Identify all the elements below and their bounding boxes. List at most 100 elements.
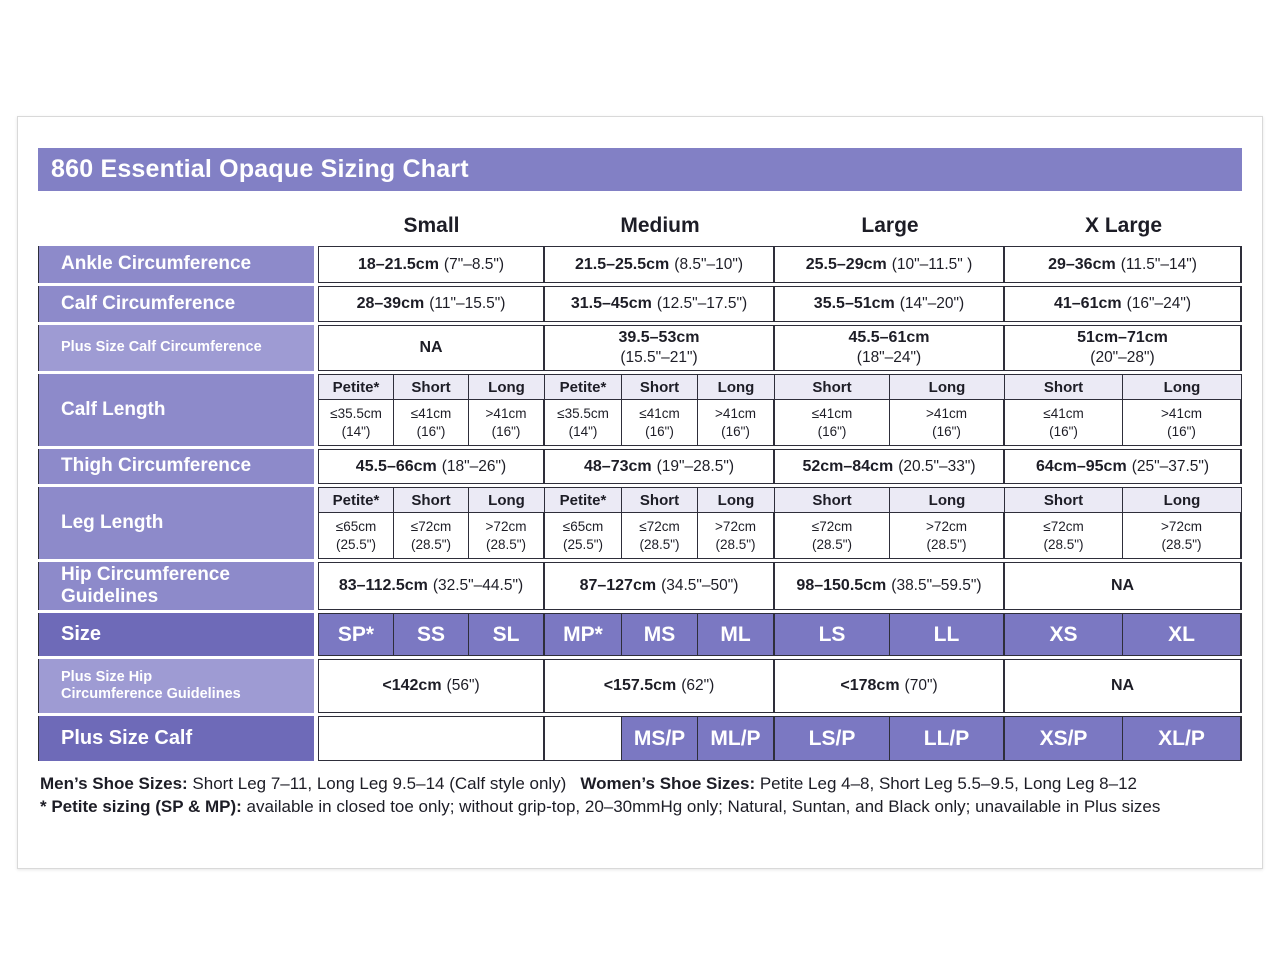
value-line1: ≤72cm bbox=[1043, 518, 1084, 534]
value-line2: (25.5") bbox=[562, 536, 604, 552]
column-header-medium: Medium bbox=[620, 214, 700, 237]
row-ankle-circumference: Ankle Circumference 18–21.5cm (7"–8.5") 2… bbox=[38, 246, 1242, 283]
value-inches: (20"–28") bbox=[1090, 349, 1155, 367]
value-inches: (7"–8.5") bbox=[443, 255, 505, 273]
subheader-long: Long bbox=[1123, 374, 1242, 400]
row-label-calf-circumference: Calf Circumference bbox=[38, 286, 314, 322]
subheader-short: Short bbox=[394, 374, 469, 400]
value-range: 41–61cm bbox=[1053, 295, 1122, 312]
label-line1: Plus Size Hip bbox=[61, 668, 153, 685]
value-line1: ≤35.5cm bbox=[330, 405, 382, 421]
footnote-petite-sizing: * Petite sizing (SP & MP): available in … bbox=[40, 796, 1242, 819]
value-inches: (38.5"–59.5") bbox=[891, 577, 982, 594]
subheader-short: Short bbox=[775, 374, 890, 400]
value-inches: (70") bbox=[904, 677, 938, 694]
subheader-short: Short bbox=[394, 487, 469, 513]
subheader-long: Long bbox=[698, 374, 775, 400]
value-inches: (11.5"–14") bbox=[1120, 255, 1197, 273]
value-line2: (16") bbox=[817, 423, 847, 439]
cell-leg-length: ≤72cm (28.5") bbox=[394, 513, 469, 559]
value-range: 45.5–66cm bbox=[355, 457, 437, 475]
cell-plus-size-calf-msp: MS/P bbox=[622, 716, 698, 761]
row-leg-length: Leg Length Petite* Short Long Petite* Sh… bbox=[38, 487, 1242, 559]
value-line1: >41cm bbox=[715, 405, 756, 421]
cell-size-ml: ML bbox=[698, 613, 775, 656]
petite-sizing-text: available in closed toe only; without gr… bbox=[241, 796, 1161, 816]
value-range: 21.5–25.5cm bbox=[574, 255, 670, 273]
value-line2: (28.5") bbox=[1161, 536, 1202, 552]
column-header-large: Large bbox=[861, 214, 919, 237]
value-line2: (16") bbox=[1167, 423, 1196, 439]
row-label-plus-size-hip-guidelines: Plus Size Hip Circumference Guidelines bbox=[38, 659, 314, 713]
value-line2: (16") bbox=[1049, 423, 1078, 439]
cell-calf-length: >41cm (16") bbox=[698, 400, 775, 446]
value-range: 83–112.5cm bbox=[338, 577, 428, 594]
row-label-size: Size bbox=[38, 613, 314, 656]
cell-calf-length: >41cm (16") bbox=[1123, 400, 1242, 446]
cell-plus-size-calf-medium-petite-empty bbox=[545, 716, 622, 761]
label-line2: Circumference Guidelines bbox=[61, 686, 241, 702]
cell-plus-calf-large: 45.5–61cm (18"–24") bbox=[775, 325, 1005, 371]
value-range: 52cm–84cm bbox=[802, 457, 894, 475]
cell-plus-calf-medium: 39.5–53cm (15.5"–21") bbox=[545, 325, 775, 371]
value-range: 31.5–45cm bbox=[570, 295, 652, 312]
subheader-petite: Petite* bbox=[545, 374, 622, 400]
cell-hip-medium: 87–127cm (34.5"–50") bbox=[545, 562, 775, 610]
cell-leg-length: >72cm (28.5") bbox=[469, 513, 545, 559]
cell-thigh-medium: 48–73cm (19"–28.5") bbox=[545, 449, 775, 484]
value-line2: (14") bbox=[341, 423, 371, 439]
row-thigh-circumference: Thigh Circumference 45.5–66cm (18"–26") 4… bbox=[38, 449, 1242, 484]
cell-thigh-large: 52cm–84cm (20.5"–33") bbox=[775, 449, 1005, 484]
label-line1: Hip Circumference bbox=[61, 563, 230, 585]
cell-plus-hip-large: <178cm (70") bbox=[775, 659, 1005, 713]
value-inches: (12.5"–17.5") bbox=[656, 295, 748, 312]
subheader-short: Short bbox=[1005, 487, 1123, 513]
value-line1: >72cm bbox=[715, 518, 756, 534]
cell-leg-length: >72cm (28.5") bbox=[698, 513, 775, 559]
cell-plus-size-calf-lsp: LS/P bbox=[775, 716, 890, 761]
subheader-petite: Petite* bbox=[318, 487, 394, 513]
cell-plus-hip-xlarge: NA bbox=[1005, 659, 1242, 713]
cell-ankle-xlarge: 29–36cm (11.5"–14") bbox=[1005, 246, 1242, 283]
value-line2: (28.5") bbox=[639, 536, 680, 552]
cell-leg-length: ≤72cm (28.5") bbox=[1005, 513, 1123, 559]
row-plus-size-hip-guidelines: Plus Size Hip Circumference Guidelines <1… bbox=[38, 659, 1242, 713]
row-plus-size-calf: Plus Size Calf MS/P ML/P LS/P LL/P XS/P … bbox=[38, 716, 1242, 761]
cell-calf-length: ≤35.5cm (14") bbox=[318, 400, 394, 446]
value-line2: (28.5") bbox=[715, 536, 756, 552]
row-hip-circumference-guidelines: Hip Circumference Guidelines 83–112.5cm (3… bbox=[38, 562, 1242, 610]
value-inches: (34.5"–50") bbox=[661, 577, 739, 594]
value-line1: ≤35.5cm bbox=[557, 405, 609, 421]
cell-calf-length: >41cm (16") bbox=[469, 400, 545, 446]
label-line2: Guidelines bbox=[61, 586, 159, 607]
cell-ankle-small: 18–21.5cm (7"–8.5") bbox=[318, 246, 545, 283]
value-line2: (25.5") bbox=[335, 536, 377, 552]
subheader-petite: Petite* bbox=[318, 374, 394, 400]
mens-shoe-sizes-label: Men’s Shoe Sizes: bbox=[40, 774, 188, 793]
cell-leg-length: >72cm (28.5") bbox=[1123, 513, 1242, 559]
cell-size-mp: MP* bbox=[545, 613, 622, 656]
cell-plus-size-calf-xlp: XL/P bbox=[1123, 716, 1242, 761]
value-inches: (10"–11.5" ) bbox=[891, 255, 973, 273]
cell-calf-medium: 31.5–45cm (12.5"–17.5") bbox=[545, 286, 775, 322]
womens-shoe-sizes-label: Women’s Shoe Sizes: bbox=[580, 774, 756, 793]
subheader-short: Short bbox=[1005, 374, 1123, 400]
value-line2: (28.5") bbox=[485, 536, 527, 552]
cell-size-sp: SP* bbox=[318, 613, 394, 656]
cell-plus-calf-small: NA bbox=[318, 325, 545, 371]
row-plus-size-calf-circumference: Plus Size Calf Circumference NA 39.5–53c… bbox=[38, 325, 1242, 371]
value-range: <142cm bbox=[382, 677, 442, 694]
value-inches: (25"–37.5") bbox=[1131, 457, 1210, 475]
cell-calf-length: >41cm (16") bbox=[890, 400, 1005, 446]
value-range: NA bbox=[1110, 677, 1135, 694]
cell-calf-xlarge: 41–61cm (16"–24") bbox=[1005, 286, 1242, 322]
value-range: 18–21.5cm bbox=[357, 255, 439, 273]
cell-hip-large: 98–150.5cm (38.5"–59.5") bbox=[775, 562, 1005, 610]
column-header-row: Small Medium Large X Large bbox=[38, 191, 1242, 246]
cell-leg-length: >72cm (28.5") bbox=[890, 513, 1005, 559]
value-inches: (20.5"–33") bbox=[898, 457, 976, 475]
petite-sizing-label: * Petite sizing (SP & MP): bbox=[40, 796, 242, 816]
row-label-plus-size-calf-circumference: Plus Size Calf Circumference bbox=[38, 325, 314, 371]
value-line2: (16") bbox=[416, 423, 446, 439]
value-range: 35.5–51cm bbox=[813, 295, 895, 312]
